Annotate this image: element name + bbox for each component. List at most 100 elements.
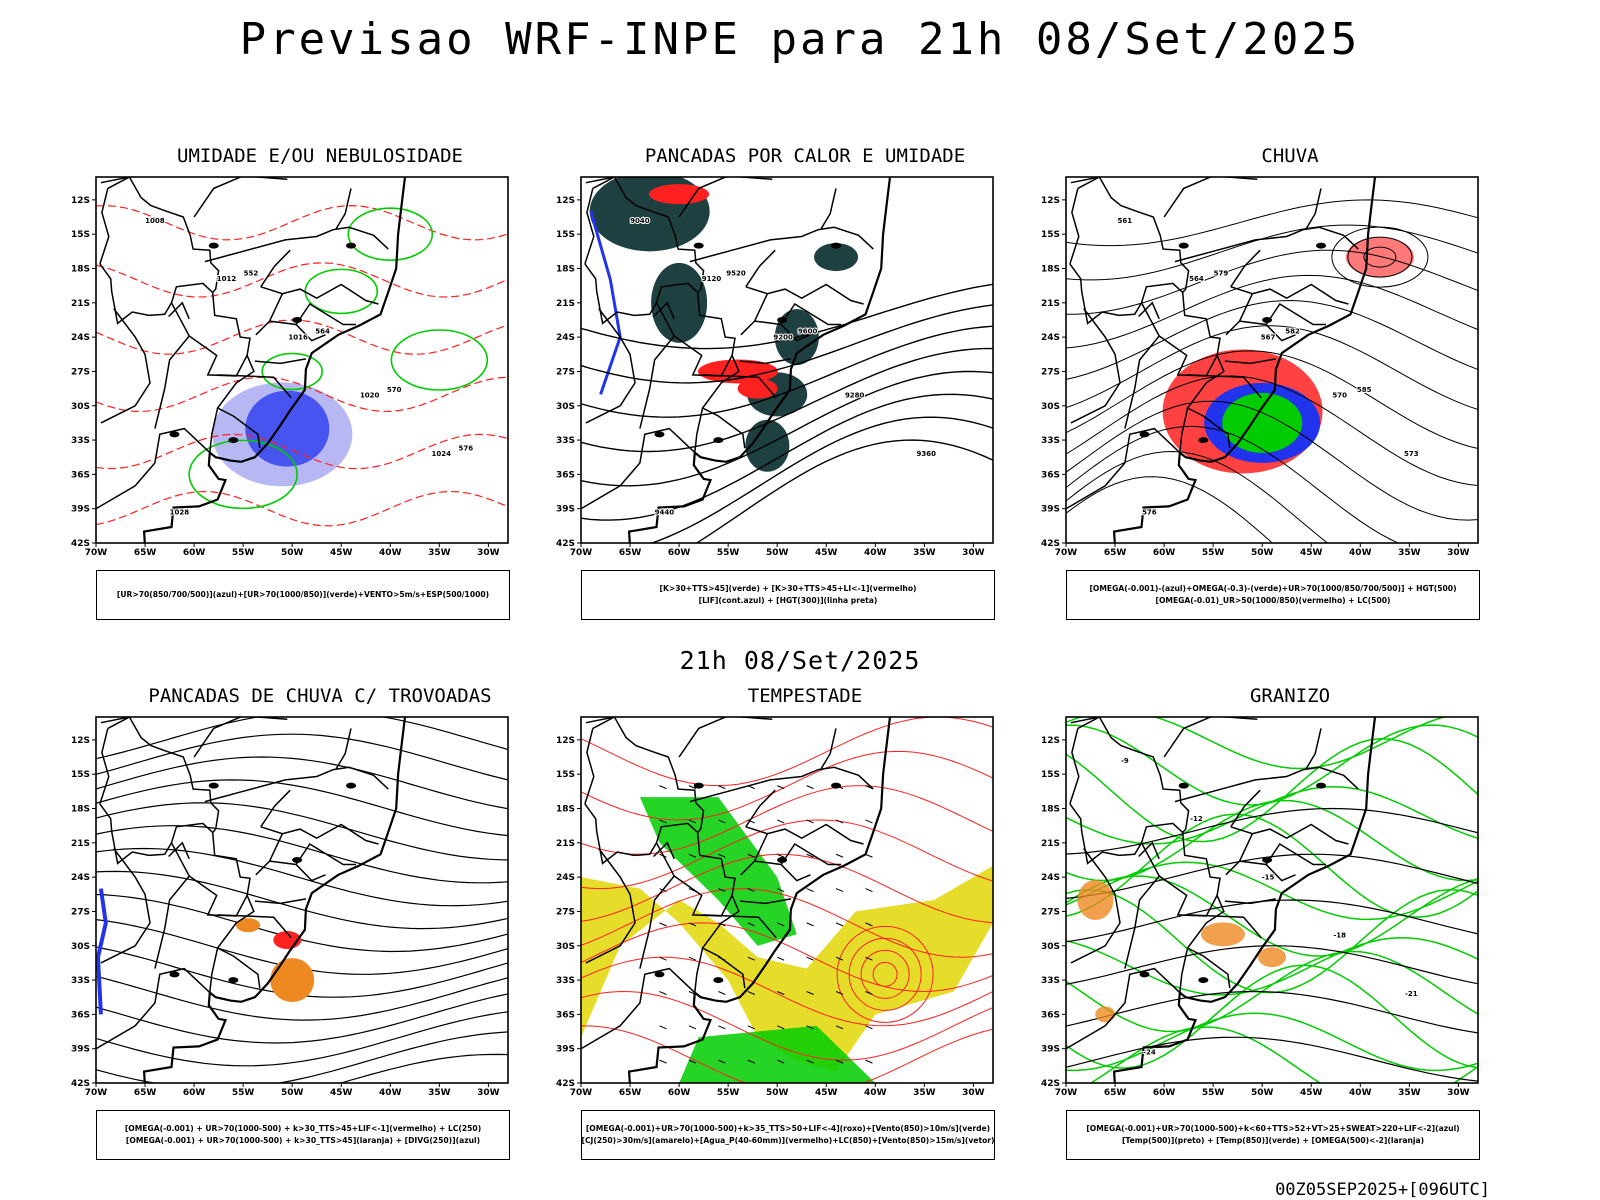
lon-tick-label: 55W xyxy=(717,548,740,558)
contour-label: 561 xyxy=(1118,217,1133,225)
contour-label: 576 xyxy=(1142,508,1157,516)
lat-tick-label: 18S xyxy=(556,805,575,815)
legend-line: [CJ(250)>30m/s](amarelo)+[Agua_P(40-60mm… xyxy=(581,1136,995,1145)
cyclone-circulation xyxy=(848,937,922,1011)
contour-label: 1016 xyxy=(288,333,308,341)
wind-vector xyxy=(865,956,873,961)
political-border xyxy=(154,875,190,969)
lon-tick-label: 60W xyxy=(668,1088,691,1098)
lon-tick-label: 50W xyxy=(281,548,304,558)
lat-tick-label: 12S xyxy=(556,736,575,746)
lat-tick-label: 39S xyxy=(1041,1045,1060,1055)
political-border xyxy=(585,717,705,833)
lon-tick-label: 65W xyxy=(134,548,157,558)
panel-title: PANCADAS POR CALOR E UMIDADE xyxy=(644,145,966,167)
wind-vector xyxy=(835,922,844,927)
panel-title: TEMPESTADE xyxy=(747,685,863,707)
west-coastline xyxy=(545,709,580,1089)
lifted-index-contour xyxy=(589,210,622,395)
political-border xyxy=(154,335,190,429)
lon-tick-label: 50W xyxy=(1251,548,1274,558)
thunderstorm-orange-area xyxy=(270,958,315,1003)
political-border xyxy=(655,302,733,377)
lat-tick-label: 15S xyxy=(556,770,575,780)
geopotential-contour xyxy=(1066,425,1400,543)
lon-tick-label: 60W xyxy=(1153,1088,1176,1098)
lat-tick-label: 42S xyxy=(556,539,575,549)
political-border xyxy=(1239,320,1296,342)
lon-tick-label: 40W xyxy=(864,548,887,558)
wind-vector xyxy=(835,991,844,995)
lat-tick-label: 18S xyxy=(71,805,90,815)
political-border xyxy=(1224,898,1277,905)
lon-tick-label: 30W xyxy=(1447,548,1470,558)
lon-tick-label: 65W xyxy=(1104,548,1127,558)
lat-tick-label: 30S xyxy=(71,942,90,952)
political-border xyxy=(295,842,356,866)
political-border xyxy=(696,832,746,989)
political-border xyxy=(217,914,292,939)
height-contour xyxy=(649,416,993,543)
lon-tick-label: 35W xyxy=(428,548,451,558)
political-border xyxy=(1070,308,1121,424)
map-content: 1008 1012 1016 1020 1024 1028 552 564 570 576 xyxy=(96,177,508,543)
contour-label: -15 xyxy=(1262,873,1275,881)
contour-label: -18 xyxy=(1333,932,1346,940)
wind-vector xyxy=(747,991,755,995)
omega-orange-area xyxy=(1095,1006,1116,1023)
lake xyxy=(1139,971,1150,978)
map-content: -9 -12 -15 -18 -21 -24 xyxy=(1066,717,1478,1083)
east-coastline xyxy=(627,177,892,543)
jet-stream-area xyxy=(581,865,993,1072)
lon-tick-label: 60W xyxy=(183,548,206,558)
east-coastline xyxy=(627,717,892,1083)
lon-tick-label: 30W xyxy=(962,1088,985,1098)
strong-instability-area xyxy=(649,184,710,205)
political-border xyxy=(100,848,151,964)
wind-vector xyxy=(747,853,755,858)
lon-tick-label: 30W xyxy=(962,548,985,558)
main-title: Previsao WRF-INPE para 21h 08/Set/2025 xyxy=(239,14,1361,65)
lon-tick-label: 60W xyxy=(183,1088,206,1098)
lake xyxy=(169,971,180,978)
political-border xyxy=(99,188,110,265)
streamline xyxy=(96,717,508,760)
lat-tick-label: 24S xyxy=(556,873,575,883)
humidity-blue-area xyxy=(245,390,330,467)
lake xyxy=(693,242,704,249)
lake xyxy=(831,242,842,249)
temp850-contour xyxy=(1066,875,1478,957)
political-border xyxy=(1069,728,1080,805)
contour-label: -24 xyxy=(1143,1048,1156,1056)
lon-tick-label: 55W xyxy=(232,548,255,558)
wind-vector xyxy=(835,956,844,961)
lat-tick-label: 36S xyxy=(71,470,90,480)
political-border xyxy=(204,766,389,803)
wind-vector xyxy=(688,1025,697,1030)
low-level-streamline xyxy=(581,990,993,1061)
map-frame xyxy=(95,716,509,1084)
height-contour xyxy=(581,393,993,521)
political-border xyxy=(107,717,130,730)
lake xyxy=(1178,782,1189,789)
political-border xyxy=(689,766,874,803)
lat-tick-label: 36S xyxy=(1041,470,1060,480)
political-border xyxy=(295,302,356,326)
lon-tick-label: 45W xyxy=(815,1088,838,1098)
wind-vector xyxy=(806,853,814,858)
contour-label: 9520 xyxy=(726,269,746,277)
political-border xyxy=(193,177,288,218)
wind-vector xyxy=(835,819,844,824)
forecast-panel: CHUVA 561 564 567 570 573 576 579 582 585 12S 15S 18… xyxy=(1030,145,1530,625)
geopotential-contour xyxy=(1066,350,1478,449)
lake xyxy=(169,431,180,438)
lat-tick-label: 33S xyxy=(71,436,90,446)
legend-line: [UR>70(850/700/500)](azul)+[UR>70(1000/8… xyxy=(116,590,490,599)
lat-tick-label: 30S xyxy=(71,402,90,412)
humidity-green-contour xyxy=(261,352,323,391)
political-border xyxy=(1138,301,1160,320)
lat-tick-label: 24S xyxy=(1041,333,1060,343)
political-border xyxy=(335,188,352,229)
lat-tick-label: 15S xyxy=(71,770,90,780)
lat-tick-label: 24S xyxy=(71,873,90,883)
